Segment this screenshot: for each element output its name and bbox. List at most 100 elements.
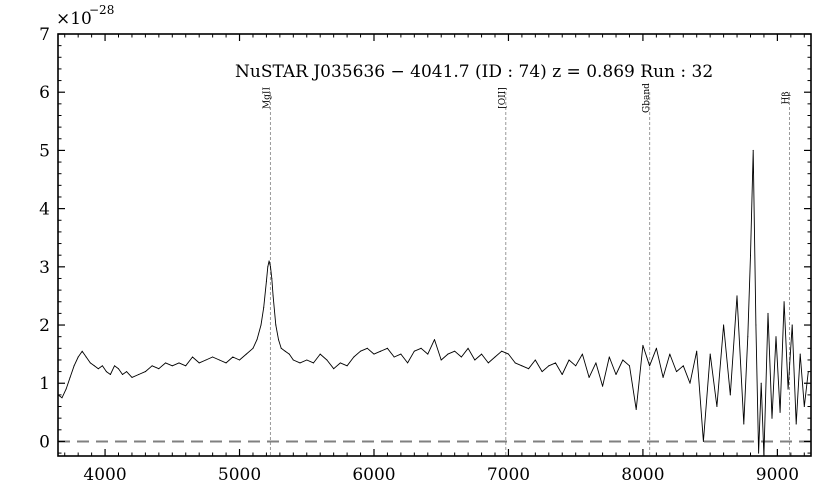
data-point xyxy=(561,374,563,375)
data-point xyxy=(635,408,637,410)
data-point xyxy=(783,301,785,303)
data-point xyxy=(413,350,415,352)
data-point xyxy=(454,350,456,352)
data-point xyxy=(494,356,496,358)
data-point xyxy=(702,440,704,442)
spectrum-series xyxy=(57,149,809,457)
data-point xyxy=(755,324,757,326)
data-point xyxy=(760,382,762,384)
data-point xyxy=(339,362,341,364)
data-point xyxy=(481,353,483,355)
data-point xyxy=(65,388,67,390)
data-point xyxy=(326,359,328,361)
emission-line-label-1: [OII] xyxy=(498,87,508,109)
data-point xyxy=(205,359,207,361)
y-exponent-label: ×10 −28 xyxy=(56,3,114,29)
data-point xyxy=(669,353,671,355)
data-point xyxy=(420,347,422,349)
data-point xyxy=(118,368,119,370)
y-tick-label: 5 xyxy=(39,141,50,161)
data-point xyxy=(252,347,254,349)
data-point xyxy=(696,350,698,352)
data-point xyxy=(268,260,270,262)
y-tick-label: 7 xyxy=(39,25,50,45)
data-point xyxy=(245,353,247,355)
emission-line-markers: MgII [OII] Gband Hβ xyxy=(263,83,792,456)
y-tick-label: 4 xyxy=(39,200,50,220)
data-point xyxy=(655,347,657,349)
data-point xyxy=(138,374,140,375)
data-point xyxy=(284,350,286,352)
data-point xyxy=(275,324,277,326)
y-tick-label: 2 xyxy=(39,316,50,336)
data-point xyxy=(313,362,314,364)
data-point xyxy=(622,359,624,361)
data-point xyxy=(787,388,789,390)
y-tick-label: 3 xyxy=(39,258,50,278)
data-point xyxy=(122,374,123,375)
data-point xyxy=(447,353,449,355)
data-point xyxy=(380,350,382,352)
data-point xyxy=(791,324,793,326)
data-point xyxy=(353,356,355,358)
data-point xyxy=(93,365,95,367)
y-exponent-base: ×10 xyxy=(56,9,92,29)
data-point xyxy=(319,353,321,355)
data-point xyxy=(260,324,262,326)
chart-title: NuSTAR J035636 − 4041.7 (ID : 74) z = 0.… xyxy=(235,62,713,82)
data-point xyxy=(85,356,87,358)
data-point xyxy=(689,382,691,384)
emission-line-label-2: Gband xyxy=(642,83,652,113)
data-point xyxy=(501,350,503,352)
data-point xyxy=(555,362,556,364)
data-point xyxy=(212,356,214,358)
data-point xyxy=(165,362,167,364)
data-point xyxy=(534,359,536,361)
data-point xyxy=(185,365,187,367)
data-point xyxy=(105,371,107,373)
data-point xyxy=(440,359,442,361)
data-point xyxy=(288,353,290,355)
data-point xyxy=(256,339,258,341)
data-point xyxy=(333,368,335,370)
data-point xyxy=(239,359,240,361)
data-point xyxy=(709,353,711,355)
data-point xyxy=(225,362,227,364)
x-tick-label: 7000 xyxy=(487,465,530,485)
data-point xyxy=(752,149,754,151)
emission-line-label-3: Hβ xyxy=(782,91,792,104)
data-point xyxy=(723,324,725,326)
data-point xyxy=(360,350,361,352)
data-point xyxy=(373,353,375,355)
data-point xyxy=(280,347,282,349)
x-tick-label: 8000 xyxy=(621,465,664,485)
data-point xyxy=(467,347,469,349)
x-tick-label: 5000 xyxy=(218,465,261,485)
data-point xyxy=(528,368,530,370)
data-point xyxy=(171,365,173,367)
x-tick-label: 6000 xyxy=(352,465,395,485)
data-point xyxy=(799,353,801,355)
data-point xyxy=(676,371,677,373)
data-point xyxy=(299,362,301,364)
data-point xyxy=(109,374,111,375)
data-point xyxy=(771,417,773,419)
data-point xyxy=(144,371,146,373)
data-point xyxy=(548,365,550,367)
data-point xyxy=(366,347,368,349)
data-point xyxy=(232,356,234,358)
data-point xyxy=(69,376,71,378)
x-tick-labels: 4000 5000 6000 7000 8000 9000 xyxy=(83,465,799,485)
plot-frame xyxy=(57,33,812,457)
data-point xyxy=(114,365,115,367)
data-point xyxy=(750,254,751,256)
data-point xyxy=(747,336,749,338)
data-point xyxy=(346,365,348,367)
data-point xyxy=(575,365,577,367)
data-point xyxy=(474,359,476,361)
data-point xyxy=(767,312,769,314)
data-point xyxy=(803,406,805,407)
emission-line-label-0: MgII xyxy=(263,87,273,110)
